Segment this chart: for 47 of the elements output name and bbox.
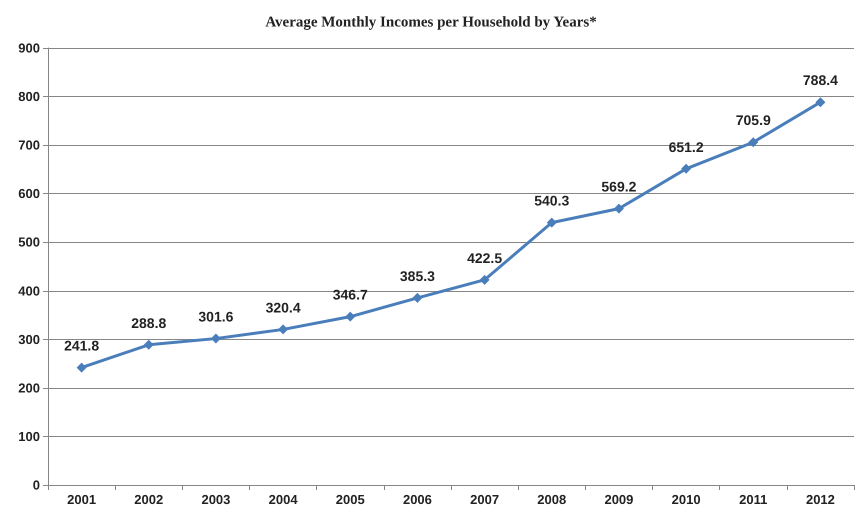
point xyxy=(210,334,221,344)
data-label: 346.7 xyxy=(332,286,368,303)
data-label: 569.2 xyxy=(601,178,637,195)
x-tick-label: 2006 xyxy=(402,492,432,507)
y-tick-label: 600 xyxy=(18,186,40,202)
data-label: 241.8 xyxy=(64,338,100,354)
point xyxy=(748,137,758,148)
x-tick-label: 2002 xyxy=(134,492,164,507)
y-tick-label: 200 xyxy=(18,380,40,396)
point xyxy=(681,164,692,174)
data-label: 540.3 xyxy=(534,192,570,209)
data-label: 788.4 xyxy=(802,72,838,88)
y-tick-label: 700 xyxy=(18,138,40,153)
point xyxy=(76,362,87,373)
point xyxy=(815,97,826,108)
x-tick-label: 2003 xyxy=(201,492,230,507)
x-tick-label: 2009 xyxy=(604,492,634,507)
x-tick-label: 2004 xyxy=(268,492,298,507)
y-tick-label: 500 xyxy=(18,234,40,250)
data-label: 288.8 xyxy=(131,314,166,331)
data-label: 320.4 xyxy=(266,299,301,316)
data-label: 651.2 xyxy=(668,138,704,155)
y-tick-label: 400 xyxy=(18,283,40,298)
x-tick-label: 2001 xyxy=(67,492,96,507)
chart-title: Average Monthly Incomes per Household by Years* xyxy=(265,14,597,30)
y-tick-label: 300 xyxy=(18,332,40,347)
x-tick-label: 2008 xyxy=(537,492,566,507)
point xyxy=(144,340,154,350)
data-label: 385.3 xyxy=(400,268,436,284)
x-tick-label: 2010 xyxy=(672,492,701,507)
data-label: 422.5 xyxy=(467,250,502,266)
x-tick-label: 2011 xyxy=(739,492,768,507)
point xyxy=(412,292,422,303)
point xyxy=(546,218,557,228)
x-tick-label: 2012 xyxy=(806,492,835,507)
point xyxy=(614,204,624,214)
point xyxy=(480,274,490,285)
y-tick-label: 800 xyxy=(18,89,40,104)
point xyxy=(345,312,356,322)
data-label: 301.6 xyxy=(198,308,234,325)
data-label: 705.9 xyxy=(736,112,771,128)
y-tick-label: 900 xyxy=(18,40,40,56)
point xyxy=(278,324,288,334)
y-tick-label: 0 xyxy=(32,478,40,492)
x-tick-label: 2007 xyxy=(470,492,500,507)
y-tick-label: 100 xyxy=(18,428,40,444)
x-tick-label: 2005 xyxy=(336,492,365,507)
